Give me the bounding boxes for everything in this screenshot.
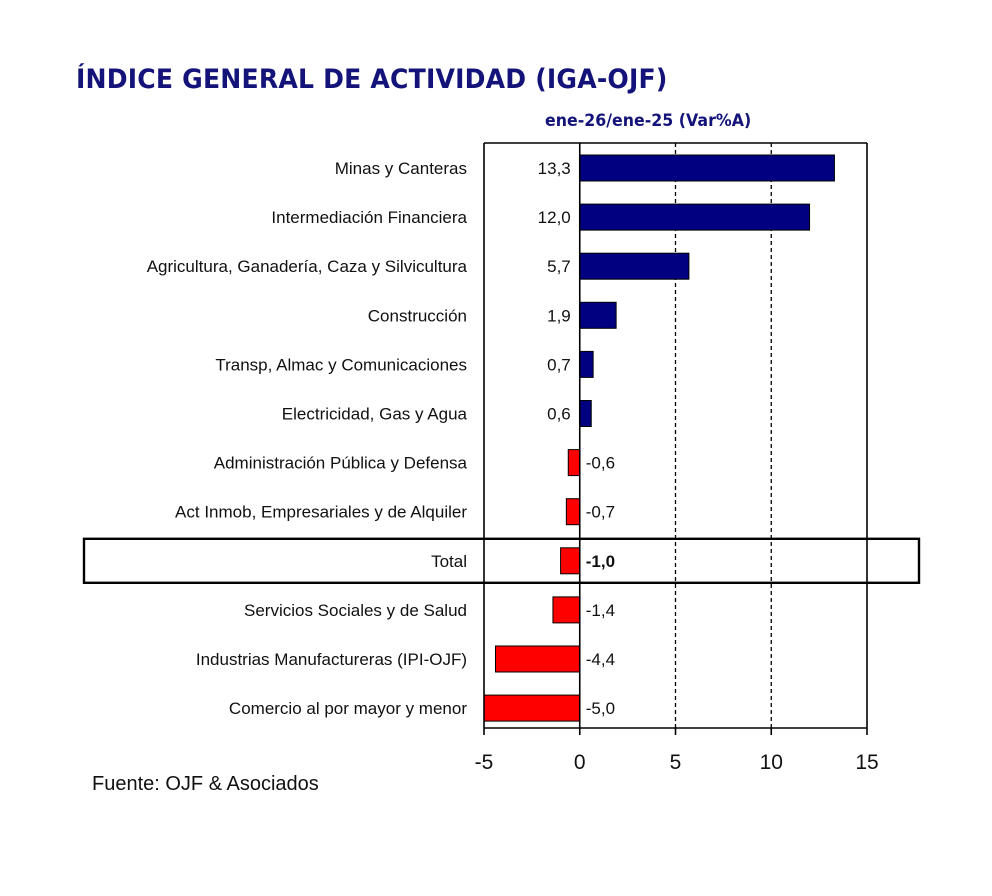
value-label: -1,0 [586,552,615,571]
category-labels: Minas y Canteras Intermediación Financier… [147,159,468,718]
value-label: -1,4 [586,601,615,620]
category-label: Industrias Manufactureras (IPI-OJF) [196,650,467,669]
bar [560,547,581,575]
category-label: Comercio al por mayor y menor [229,699,467,718]
value-labels: 13,3 12,0 5,7 1,9 0,7 0,6 -0,6 -0,7 -1,0 -1,4 -4,4… [538,159,615,718]
bar [579,252,690,280]
category-label: Total [431,552,467,571]
source-note: Fuente: OJF & Asociados [92,773,319,795]
gridlines [674,143,772,728]
bar [579,400,592,427]
bar [579,154,835,182]
bar [579,350,594,378]
value-label: 13,3 [538,159,571,178]
category-label: Construcción [368,306,467,325]
plot-frame [483,142,868,729]
category-label: Electricidad, Gas y Agua [282,405,468,424]
value-label: 1,9 [547,306,571,325]
tick-label: -5 [475,751,494,774]
value-label: -5,0 [586,699,615,718]
bar [483,694,581,722]
bar [552,596,581,624]
category-label: Administración Pública y Defensa [214,454,468,473]
value-label: -0,7 [586,503,615,522]
value-label: 0,7 [547,355,571,374]
tick-label: 0 [574,751,586,774]
category-label: Servicios Sociales y de Salud [244,601,467,620]
category-label: Agricultura, Ganadería, Caza y Silvicult… [147,257,468,276]
value-label: 12,0 [538,208,571,227]
tick-label: 15 [855,751,878,774]
total-highlight [82,537,921,584]
category-label: Act Inmob, Empresariales y de Alquiler [175,503,467,522]
category-label: Minas y Canteras [335,159,467,178]
total-highlight-box [82,537,921,584]
tick-label: 10 [760,751,783,774]
bar [579,301,617,329]
bar [567,449,581,477]
value-label: 0,6 [547,405,571,424]
category-label: Intermediación Financiera [271,208,467,227]
bar [494,645,581,673]
value-label: 5,7 [547,257,571,276]
bar [565,498,581,526]
tick-label: 5 [670,751,682,774]
bar [579,203,811,231]
chart-subtitle: ene-26/ene-25 (Var%A) [545,111,752,131]
value-label: -4,4 [586,650,615,669]
bars [483,154,835,722]
category-label: Transp, Almac y Comunicaciones [215,355,467,374]
value-label: -0,6 [586,454,615,473]
x-axis-ticks: -5 0 5 10 15 [475,728,879,774]
chart-title: ÍNDICE GENERAL DE ACTIVIDAD (IGA-OJF) [76,64,668,95]
